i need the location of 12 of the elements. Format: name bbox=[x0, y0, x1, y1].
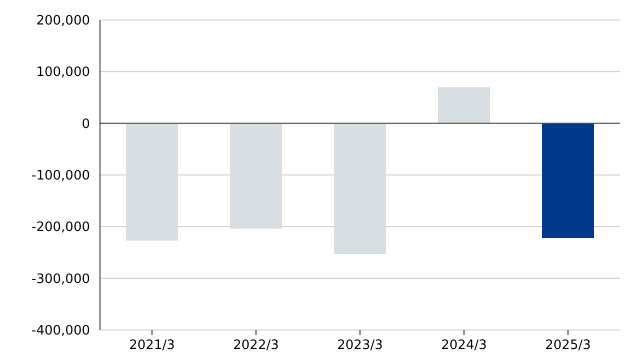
y-tick-label: -300,000 bbox=[32, 272, 90, 287]
x-tick-label: 2022/3 bbox=[233, 338, 279, 353]
x-tick-label: 2025/3 bbox=[545, 338, 591, 353]
y-tick-label: -200,000 bbox=[32, 220, 90, 236]
y-tick-label: -400,000 bbox=[32, 324, 90, 339]
y-tick-label: -100,000 bbox=[32, 168, 90, 184]
x-tick-label: 2023/3 bbox=[337, 338, 383, 353]
y-tick-label: 0 bbox=[82, 116, 90, 132]
x-tick-label: 2024/3 bbox=[441, 338, 487, 353]
y-tick-label: 200,000 bbox=[36, 14, 90, 29]
y-tick-label: 100,000 bbox=[36, 65, 90, 80]
x-tick-label: 2021/3 bbox=[129, 338, 175, 353]
